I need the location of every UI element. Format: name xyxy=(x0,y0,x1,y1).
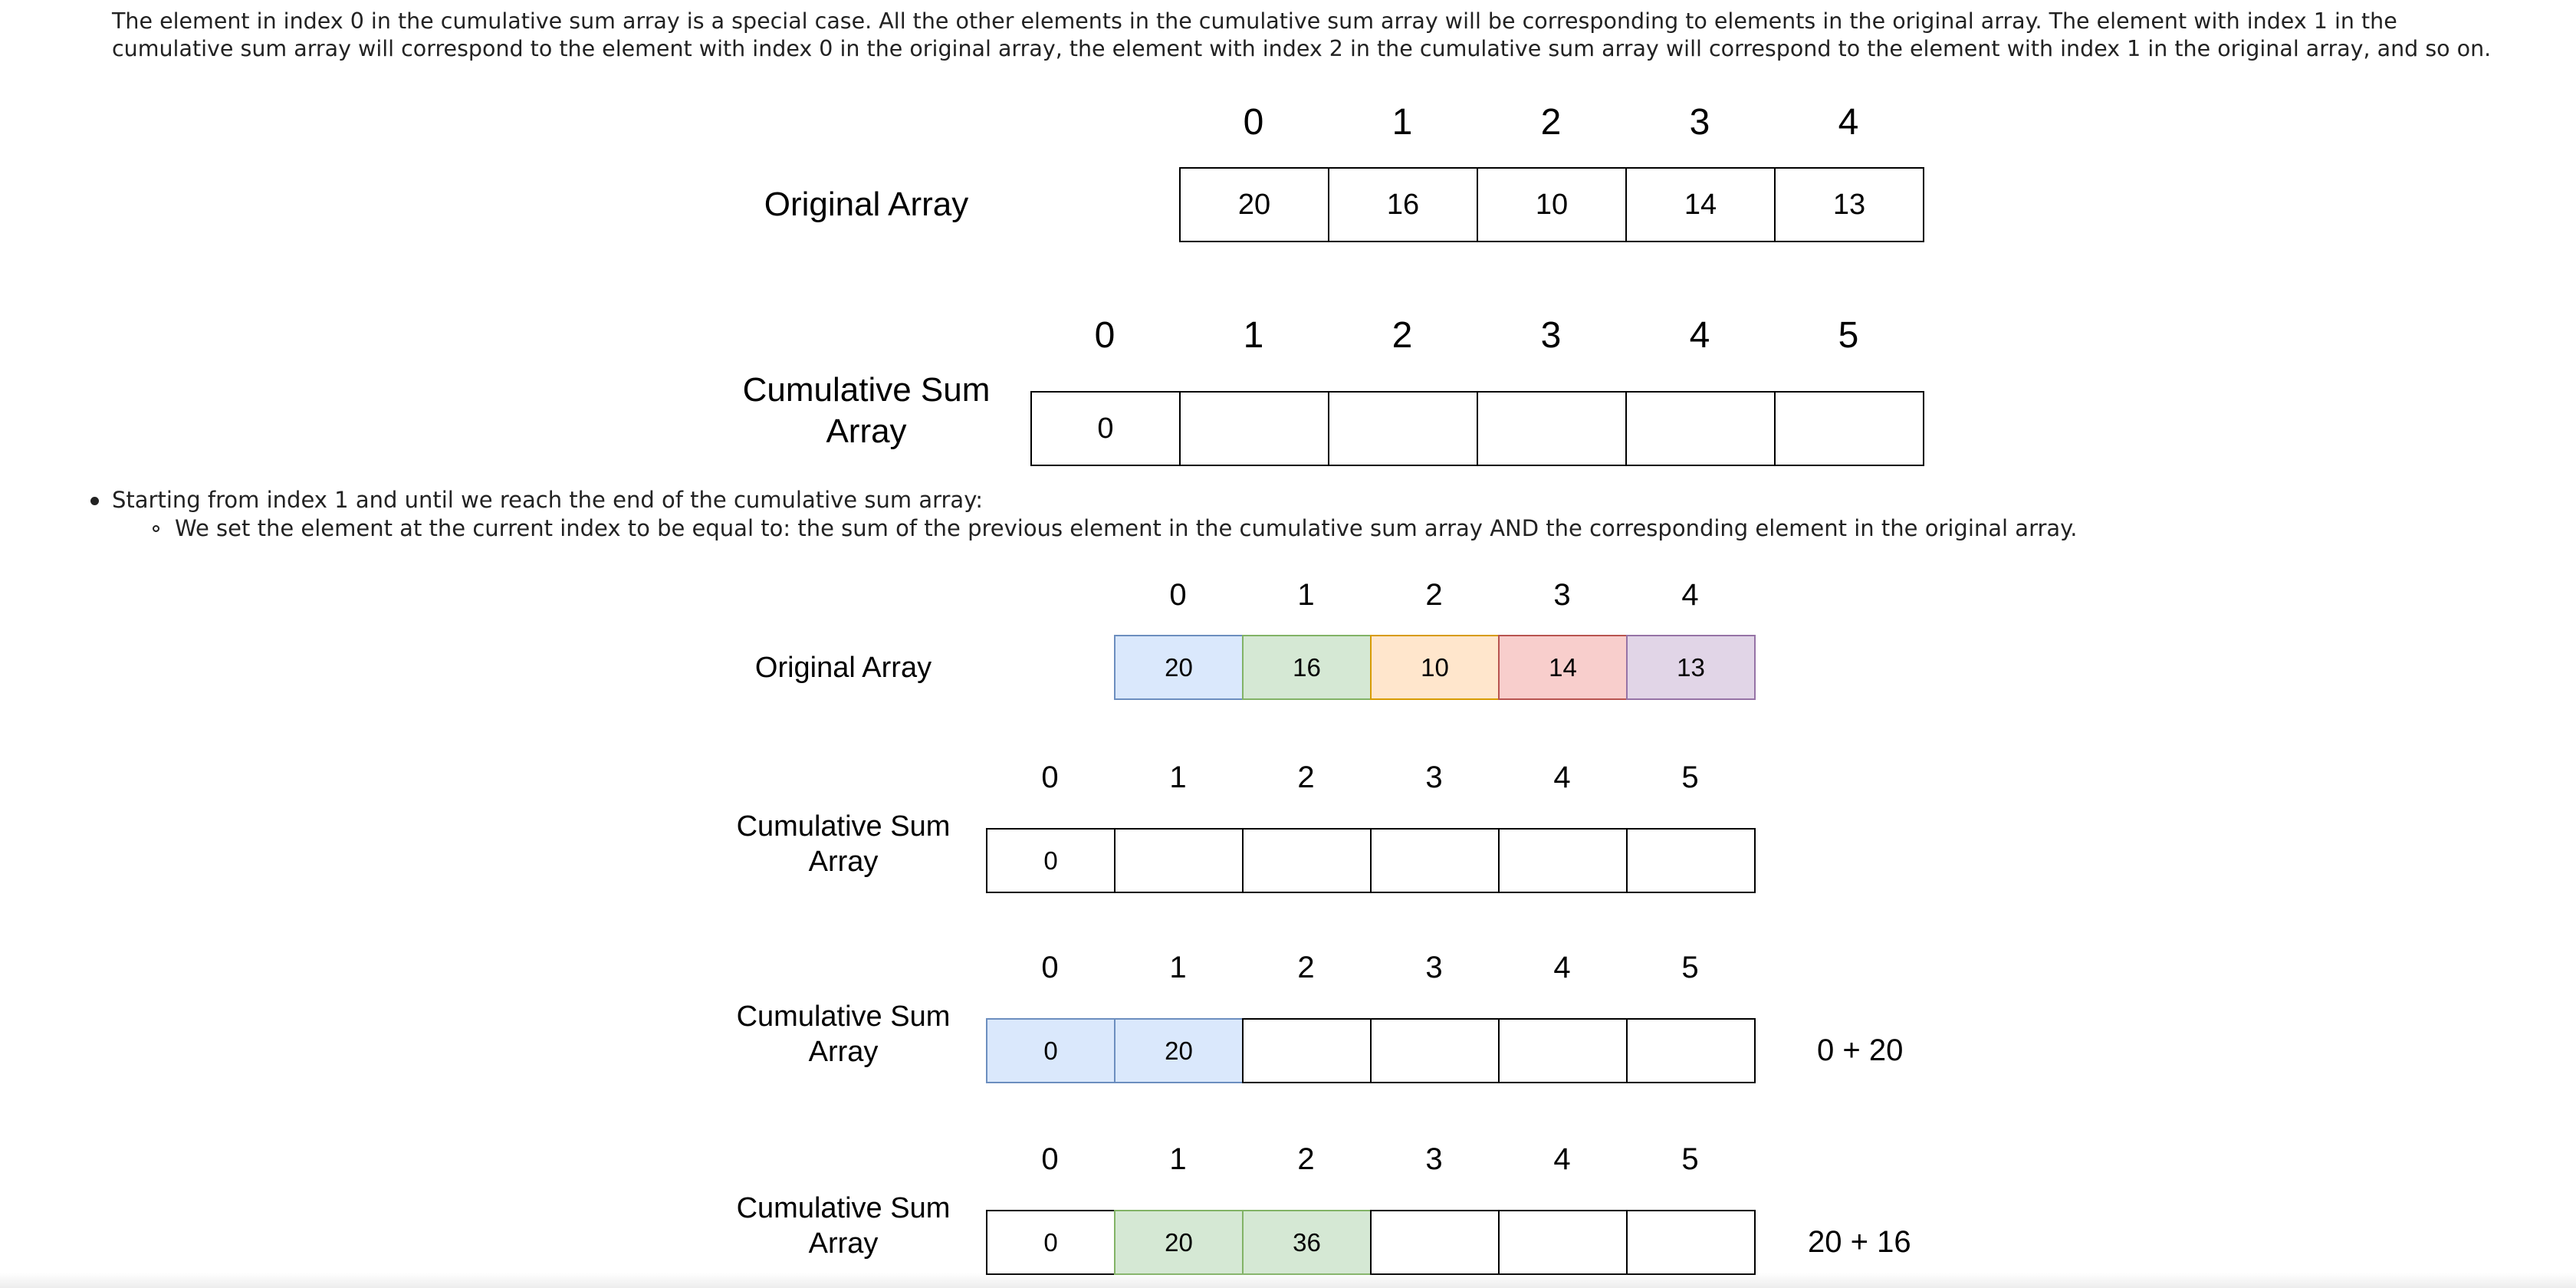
array-cell xyxy=(1774,391,1924,466)
array-index-label: 3 xyxy=(1540,315,1562,356)
array-index-label: 1 xyxy=(1169,951,1187,984)
array-index-label: 2 xyxy=(1540,102,1562,143)
array-cell xyxy=(1498,1018,1628,1083)
array-cell: 0 xyxy=(986,1018,1116,1083)
array-cell: 16 xyxy=(1328,167,1478,242)
original-array-label: Original Array xyxy=(764,186,969,223)
array-index-label: 2 xyxy=(1425,578,1443,612)
array-index-label: 0 xyxy=(1243,102,1264,143)
array-cell xyxy=(1626,1018,1756,1083)
array-cell xyxy=(1242,1018,1372,1083)
original-array-label-2: Original Array xyxy=(754,652,932,684)
array-cell: 10 xyxy=(1477,167,1627,242)
array-index-label: 5 xyxy=(1681,761,1699,794)
array-cell: 0 xyxy=(1030,391,1181,466)
array-cell: 16 xyxy=(1242,635,1372,700)
cumulative-sum-label-row-2: Cumulative Sum Array xyxy=(713,999,974,1070)
array-cell xyxy=(1370,1018,1500,1083)
cumulative-sum-label-line2: Array xyxy=(826,412,907,450)
array-index-label: 1 xyxy=(1169,761,1187,794)
array-index-label: 4 xyxy=(1553,951,1571,984)
array-index-label: 1 xyxy=(1297,578,1315,612)
array-index-label: 4 xyxy=(1553,1142,1571,1176)
array-cell: 10 xyxy=(1370,635,1500,700)
array-cell xyxy=(1498,1210,1628,1275)
array-index-label: 5 xyxy=(1681,1142,1699,1176)
array-index-label: 0 xyxy=(1169,578,1187,612)
array-index-label: 1 xyxy=(1392,102,1413,143)
cumulative-label-line2: Array xyxy=(808,846,879,878)
cumulative-label-line1: Cumulative Sum xyxy=(736,810,951,843)
array-cell xyxy=(1328,391,1478,466)
array-index-label: 2 xyxy=(1297,761,1315,794)
array-cell: 14 xyxy=(1625,167,1776,242)
array-index-label: 0 xyxy=(1041,761,1059,794)
bullet-item-2: We set the element at the current index … xyxy=(175,515,2078,541)
array-cell xyxy=(1498,828,1628,893)
bullet-disc-icon xyxy=(90,497,99,505)
array-index-label: 0 xyxy=(1041,1142,1059,1176)
array-index-label: 3 xyxy=(1425,951,1443,984)
cumulative-sum-label-row-3: Cumulative Sum Array xyxy=(713,1191,974,1261)
array-index-label: 3 xyxy=(1689,102,1710,143)
array-cell xyxy=(1625,391,1776,466)
array-cell xyxy=(1477,391,1627,466)
array-cell: 20 xyxy=(1179,167,1329,242)
array-cell: 20 xyxy=(1114,635,1244,700)
cumulative-label-line2: Array xyxy=(808,1227,879,1260)
bullet-item-1: Starting from index 1 and until we reach… xyxy=(112,487,984,513)
array-index-label: 4 xyxy=(1689,315,1710,356)
array-index-label: 0 xyxy=(1094,315,1116,356)
array-index-label: 0 xyxy=(1041,951,1059,984)
array-cell: 20 xyxy=(1114,1018,1244,1083)
array-index-label: 4 xyxy=(1553,761,1571,794)
cumulative-sum-label-row-1: Cumulative Sum Array xyxy=(713,809,974,879)
array-cell xyxy=(1242,828,1372,893)
array-cell xyxy=(1179,391,1329,466)
array-index-label: 3 xyxy=(1425,1142,1443,1176)
array-cell xyxy=(1370,828,1500,893)
cumulative-label-line1: Cumulative Sum xyxy=(736,1001,951,1033)
array-index-label: 5 xyxy=(1838,315,1859,356)
intro-paragraph: The element in index 0 in the cumulative… xyxy=(112,8,2492,61)
array-cell: 0 xyxy=(986,1210,1116,1275)
array-cell: 14 xyxy=(1498,635,1628,700)
bullet-circle-icon xyxy=(153,525,159,532)
bottom-shadow xyxy=(0,1273,2576,1288)
array-index-label: 3 xyxy=(1425,761,1443,794)
array-cell: 13 xyxy=(1626,635,1756,700)
array-index-label: 2 xyxy=(1392,315,1413,356)
array-index-label: 2 xyxy=(1297,1142,1315,1176)
array-cell: 20 xyxy=(1114,1210,1244,1275)
array-cell xyxy=(1626,828,1756,893)
cumulative-label-line1: Cumulative Sum xyxy=(736,1192,951,1224)
array-index-label: 4 xyxy=(1681,578,1699,612)
sum-expression-row-2: 0 + 20 xyxy=(1817,1033,1904,1067)
cumulative-sum-label-line1: Cumulative Sum xyxy=(742,371,991,409)
array-cell xyxy=(1114,828,1244,893)
array-index-label: 2 xyxy=(1297,951,1315,984)
array-cell: 0 xyxy=(986,828,1116,893)
array-cell: 36 xyxy=(1242,1210,1372,1275)
array-index-label: 1 xyxy=(1243,315,1264,356)
array-index-label: 1 xyxy=(1169,1142,1187,1176)
array-cell: 13 xyxy=(1774,167,1924,242)
sum-expression-row-3: 20 + 16 xyxy=(1808,1225,1911,1259)
cumulative-label-line2: Array xyxy=(808,1036,879,1068)
cumulative-sum-label: Cumulative Sum Array xyxy=(721,370,1012,452)
array-cell xyxy=(1370,1210,1500,1275)
array-index-label: 5 xyxy=(1681,951,1699,984)
array-index-label: 3 xyxy=(1553,578,1571,612)
array-cell xyxy=(1626,1210,1756,1275)
array-index-label: 4 xyxy=(1838,102,1859,143)
